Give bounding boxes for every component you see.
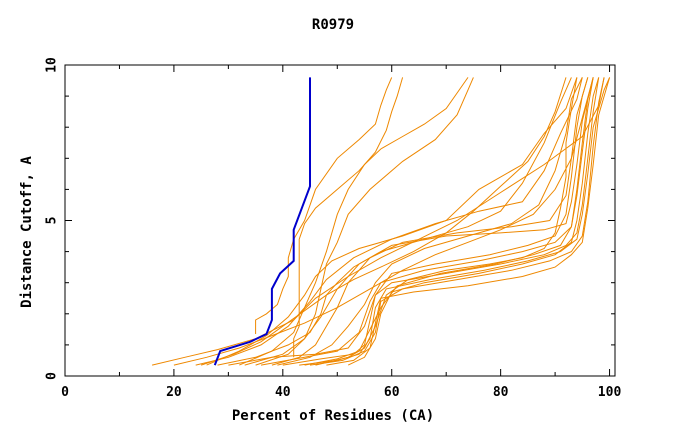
y-tick-label: 0 xyxy=(45,372,60,380)
x-tick-label: 60 xyxy=(384,385,400,400)
highlight-layer xyxy=(213,77,311,366)
series-line-20 xyxy=(304,77,594,366)
x-tick-label: 100 xyxy=(598,385,622,400)
series-line-7 xyxy=(282,77,600,366)
series-line-6 xyxy=(260,77,594,366)
series-line-11 xyxy=(244,77,594,366)
x-tick-label: 0 xyxy=(61,385,69,400)
series-layer xyxy=(151,77,611,366)
tick-layer xyxy=(64,64,615,377)
series-line-18 xyxy=(315,77,578,366)
x-tick-label: 40 xyxy=(275,385,291,400)
series-line-5 xyxy=(228,77,589,366)
series-line-12 xyxy=(271,77,589,366)
series-line-2 xyxy=(173,77,594,366)
label-layer: 0 20 40 60 80 100 0 5 10 xyxy=(45,57,622,400)
series-line-21 xyxy=(200,77,567,366)
chart-title: R0979 xyxy=(312,17,354,33)
x-tick-label: 80 xyxy=(493,385,509,400)
series-line-8 xyxy=(299,77,611,366)
y-tick-label: 10 xyxy=(45,57,60,73)
y-tick-label: 5 xyxy=(45,217,60,225)
series-line-22 xyxy=(277,77,583,366)
series-line-16 xyxy=(255,77,393,334)
series-line-14 xyxy=(255,77,474,366)
series-line-13 xyxy=(206,77,578,366)
series-line-19 xyxy=(347,77,600,366)
series-line-10 xyxy=(326,77,611,366)
series-line-17 xyxy=(293,77,404,358)
highlight-series-line xyxy=(213,77,311,366)
x-axis-label: Percent of Residues (CA) xyxy=(232,408,434,424)
series-line-1 xyxy=(151,77,605,366)
series-line-15 xyxy=(239,77,469,366)
y-axis-label: Distance Cutoff, A xyxy=(19,156,35,308)
series-line-9 xyxy=(309,77,605,366)
x-tick-label: 20 xyxy=(166,385,182,400)
plot-frame xyxy=(64,64,616,377)
